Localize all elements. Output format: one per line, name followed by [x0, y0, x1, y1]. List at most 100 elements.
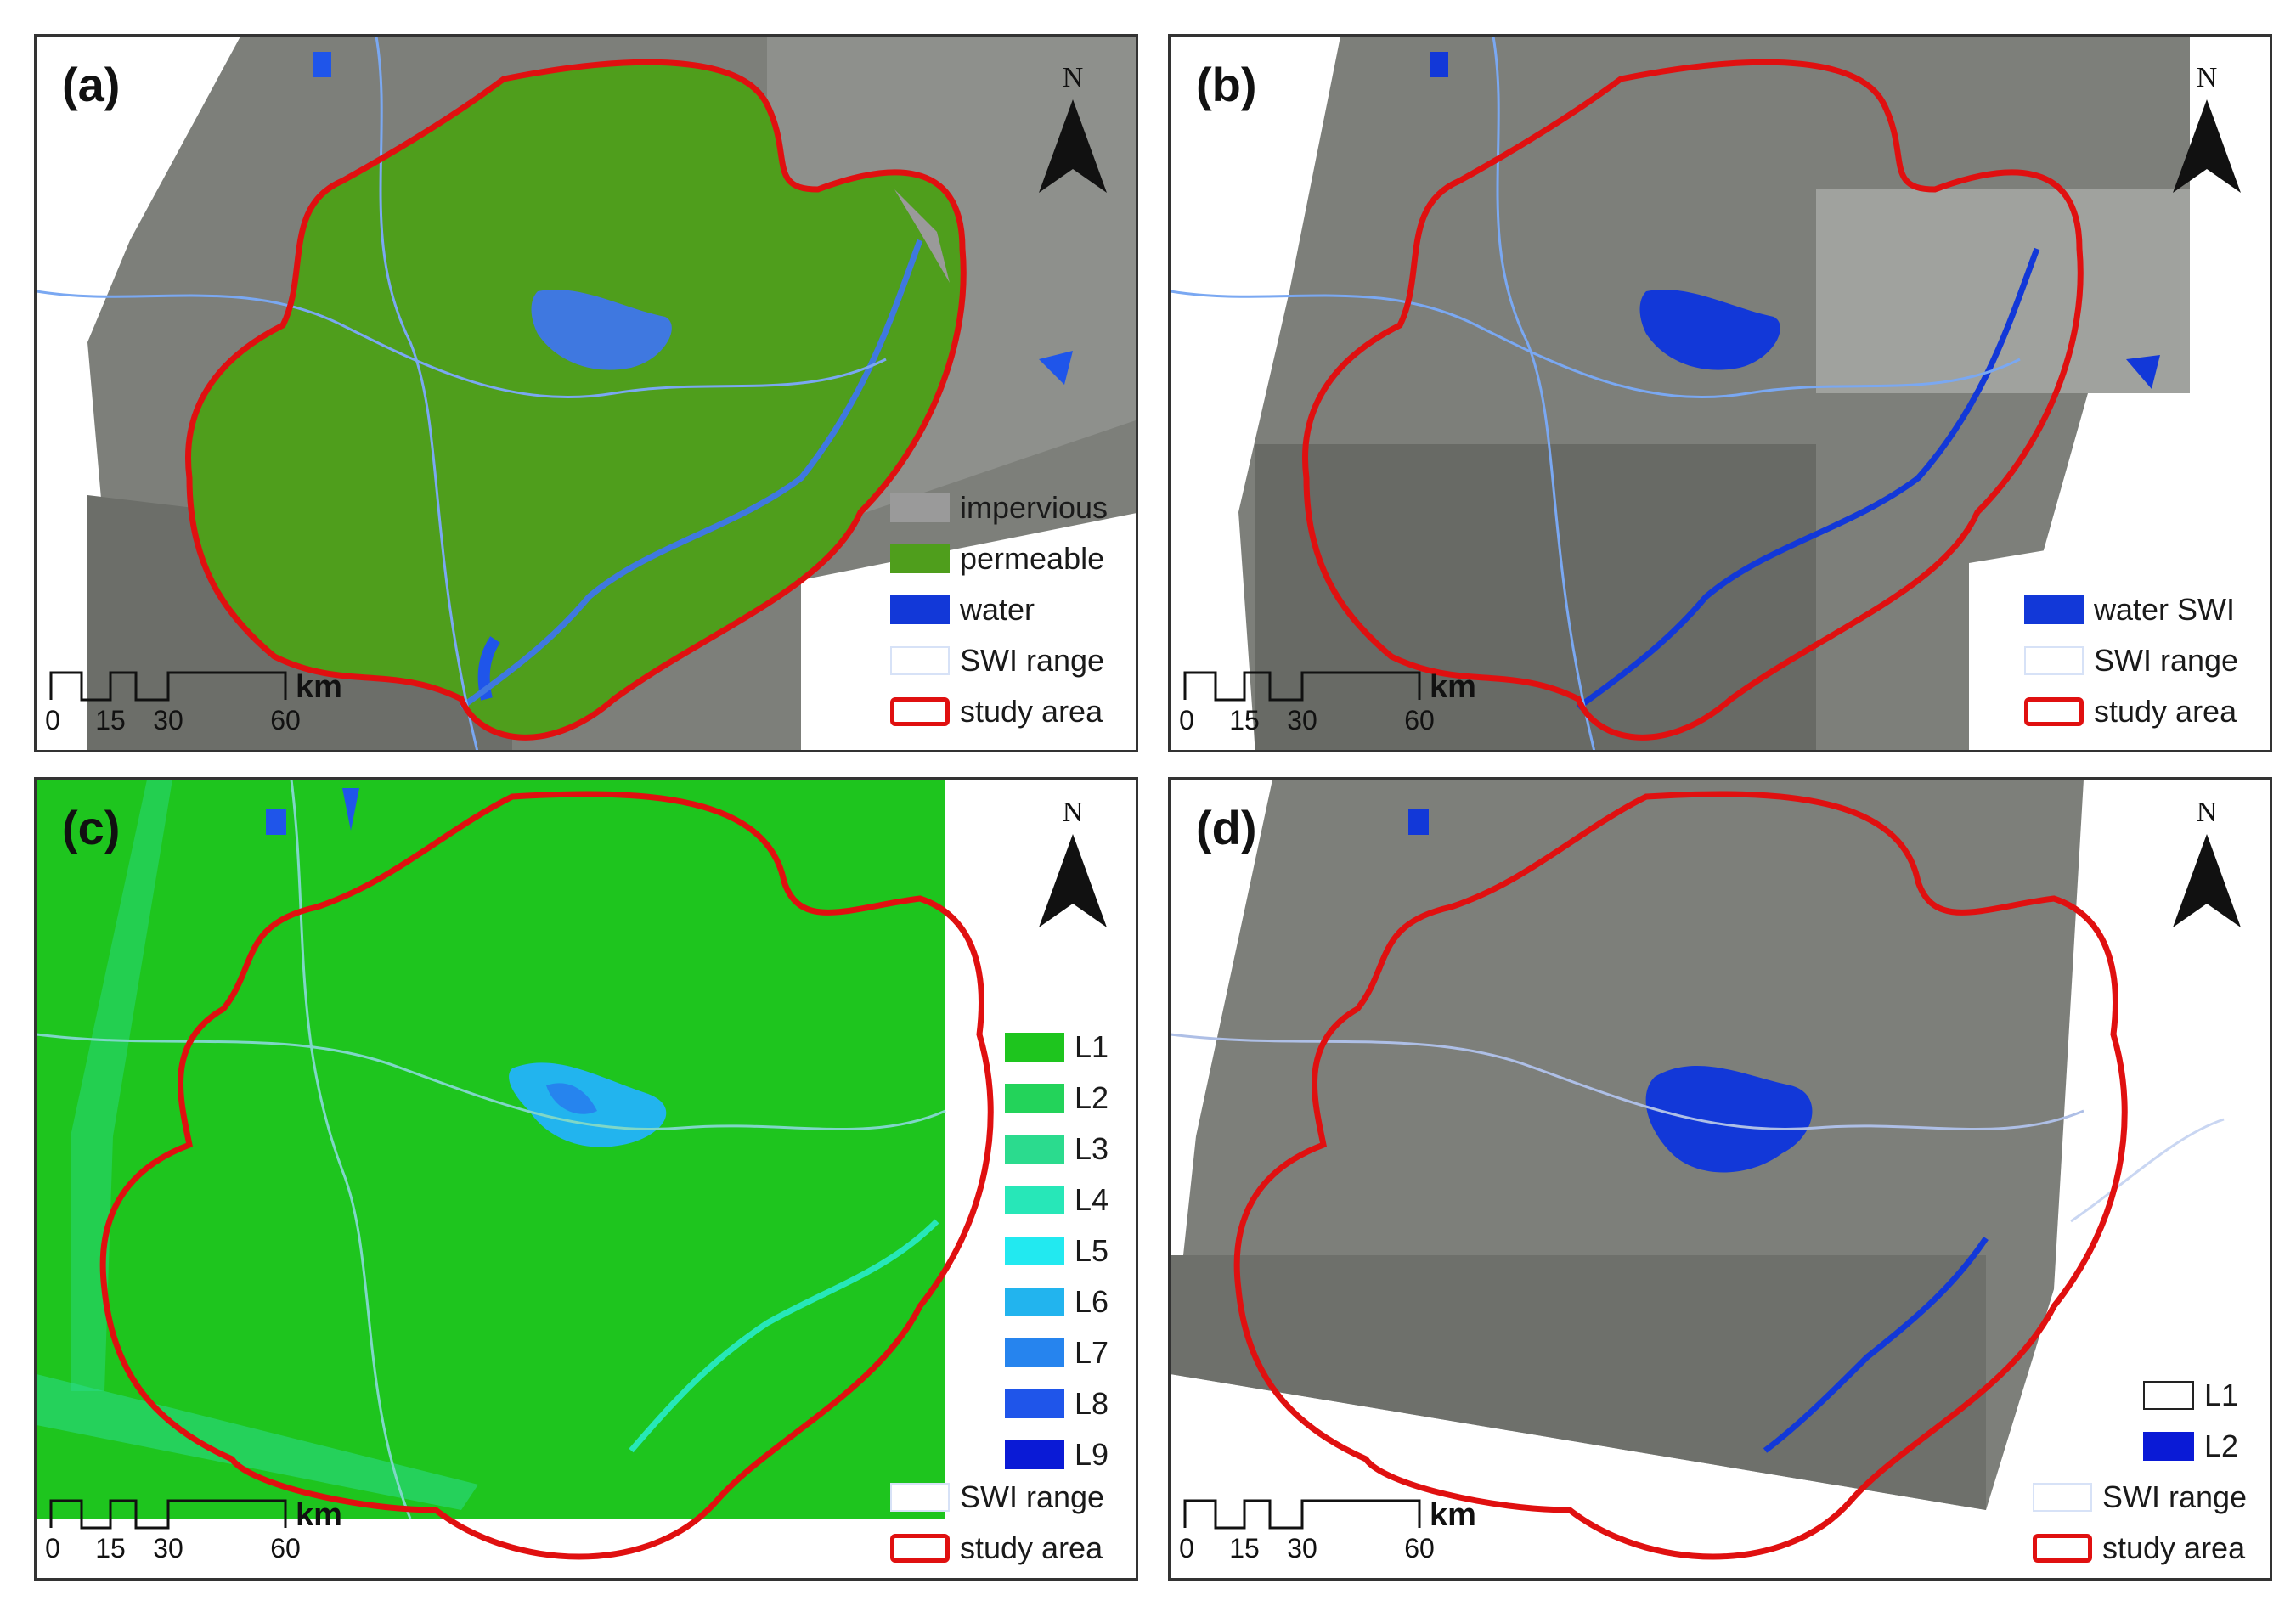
legend-label: water	[960, 592, 1035, 627]
scale-tick: 30	[153, 705, 183, 735]
scale-tick: 30	[153, 1533, 183, 1564]
legend-item-study-area: study area	[2024, 690, 2237, 733]
scale-tick: 0	[45, 1533, 60, 1564]
legend-item-l8: L8	[1005, 1383, 1109, 1425]
legend: water SWI SWI range study area	[2024, 589, 2270, 741]
north-arrow-icon	[1039, 834, 1107, 927]
legend-label: SWI range	[2094, 643, 2239, 678]
scale-bar: km 0 15 30 60	[45, 1497, 355, 1574]
river	[1763, 1237, 1989, 1453]
legend-swatch	[2143, 1381, 2194, 1410]
lake-level	[342, 788, 359, 831]
level-band	[71, 780, 172, 1391]
legend-item-l4: L4	[1005, 1179, 1109, 1221]
river-level	[629, 1219, 939, 1453]
legend-item-swi-range: SWI range	[2033, 1476, 2247, 1519]
scale-tick: 0	[1179, 705, 1194, 735]
panel-label: (d)	[1196, 801, 1257, 854]
stream	[37, 290, 887, 399]
legend-item-l1: L1	[1005, 1026, 1109, 1068]
legend-swatch	[890, 1483, 950, 1512]
legend-label: study area	[2094, 694, 2237, 729]
legend-label: L5	[1075, 1233, 1109, 1268]
legend-swatch	[890, 646, 950, 675]
north-label: N	[2196, 62, 2218, 93]
legend-item-study-area: study area	[890, 690, 1103, 733]
scale-tick: 60	[1404, 705, 1435, 735]
legend-swatch	[1005, 1440, 1064, 1469]
stream	[1171, 1033, 2084, 1131]
legend-swatch	[2024, 595, 2084, 624]
legend-item-l2: L2	[1005, 1077, 1109, 1119]
scale-tick: 60	[270, 1533, 301, 1564]
scale-tick: 0	[1179, 1533, 1194, 1564]
legend-item-water-swi: water SWI	[2024, 589, 2235, 631]
legend-swatch	[1005, 1237, 1064, 1265]
lake-level	[266, 809, 286, 835]
legend-item-study-area: study area	[2033, 1527, 2245, 1569]
legend-label: water SWI	[2094, 592, 2236, 627]
north-arrow: N	[2169, 62, 2245, 198]
scale-bar-graphic	[49, 1499, 287, 1530]
lake	[1639, 289, 1780, 370]
legend-swatch	[1005, 1338, 1064, 1367]
legend-swatch	[890, 697, 950, 726]
legend-item-l7: L7	[1005, 1332, 1109, 1374]
legend-label: L9	[1075, 1437, 1109, 1472]
legend-swatch	[2024, 697, 2084, 726]
legend-label: L3	[1075, 1131, 1109, 1166]
legend-label: SWI range	[2102, 1479, 2248, 1514]
study-area-boundary	[185, 59, 967, 741]
scale-unit: km	[1430, 669, 1476, 705]
scale-tick: 15	[1229, 1533, 1260, 1564]
lake	[531, 289, 672, 370]
legend-swatch	[890, 595, 950, 624]
stream	[37, 1033, 946, 1131]
scale-tick: 0	[45, 705, 60, 735]
legend-item-l3: L3	[1005, 1128, 1109, 1170]
north-arrow: N	[1035, 797, 1111, 933]
legend-label: L2	[2204, 1428, 2239, 1463]
north-arrow: N	[1035, 62, 1111, 198]
north-label: N	[1062, 62, 1084, 93]
swi-range-trace	[2070, 1118, 2225, 1223]
legend-label: permeable	[960, 541, 1105, 576]
legend-item-l1: L1	[2143, 1374, 2238, 1417]
legend-swatch	[1005, 1135, 1064, 1164]
legend-swatch	[1005, 1186, 1064, 1214]
stream	[290, 780, 412, 1519]
legend-swatch	[2143, 1432, 2194, 1461]
legend-item-water: water	[890, 589, 1035, 631]
legend-item-study-area: study area	[890, 1527, 1103, 1569]
legend-item-swi-range: SWI range	[890, 640, 1104, 682]
scale-tick: 30	[1287, 1533, 1317, 1564]
legend-swatch	[1005, 1084, 1064, 1113]
scale-unit: km	[296, 669, 342, 705]
legend-item-l2: L2	[2143, 1425, 2238, 1468]
panel-label: (c)	[62, 801, 121, 854]
imagery-tile	[1171, 1255, 1986, 1510]
map-panel-c: (c) N L1 L2 L3 L4 L5 L6	[34, 777, 1138, 1581]
legend-swatch	[1005, 1288, 1064, 1316]
stream	[375, 37, 479, 750]
legend-boundaries: SWI range study area	[2033, 1476, 2270, 1578]
legend-swatch	[2024, 646, 2084, 675]
study-area-boundary	[1233, 791, 2128, 1560]
scale-bar: km 0 15 30 60	[1179, 1497, 1489, 1574]
scale-unit: km	[1430, 1497, 1476, 1533]
stream	[1171, 290, 2021, 399]
legend-item-l9: L9	[1005, 1434, 1109, 1476]
lake-level	[546, 1083, 597, 1114]
legend-label: SWI range	[960, 643, 1105, 678]
legend-item-l5: L5	[1005, 1230, 1109, 1272]
panel-label: (b)	[1196, 58, 1257, 111]
legend-swatch	[1005, 1389, 1064, 1418]
legend-label: study area	[960, 694, 1103, 729]
legend-label: L6	[1075, 1284, 1109, 1319]
scale-tick: 15	[95, 1533, 126, 1564]
legend: L1 L2 L3 L4 L5 L6 L7 L8	[1005, 1026, 1136, 1502]
level-band	[37, 1374, 478, 1510]
legend-label: study area	[960, 1530, 1103, 1565]
legend-label: impervious	[960, 490, 1109, 525]
legend-swatch	[2033, 1483, 2092, 1512]
